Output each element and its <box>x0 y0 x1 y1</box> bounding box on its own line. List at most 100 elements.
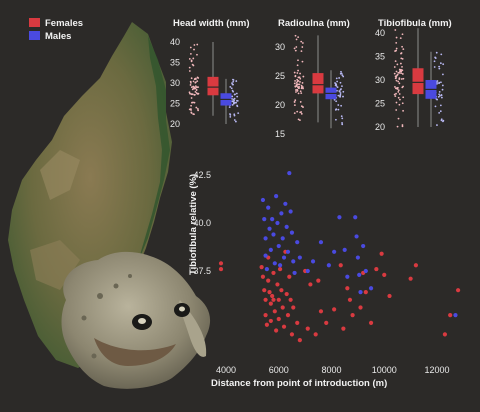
male-point <box>318 240 324 245</box>
boxplot-tibiofibula: Tibiofibula (mm) 20 25 30 35 40 <box>375 18 452 132</box>
male-point <box>292 270 297 276</box>
box-females <box>207 76 219 96</box>
female-observation <box>394 50 397 52</box>
female-observation <box>297 86 300 89</box>
female-observation <box>294 89 297 91</box>
female-point <box>262 288 267 293</box>
y-tick-label: 40 <box>170 37 180 47</box>
male-point <box>276 243 281 249</box>
female-observation <box>401 125 404 128</box>
female-observation <box>297 83 299 86</box>
female-point <box>275 282 280 287</box>
female-observation <box>297 69 299 72</box>
female-observation <box>194 81 197 84</box>
female-observation <box>401 66 403 68</box>
female-observation <box>293 71 296 74</box>
female-point <box>387 293 392 299</box>
female-point <box>308 282 313 287</box>
male-observation <box>236 95 239 98</box>
female-point <box>266 278 271 283</box>
male-observation <box>341 85 343 88</box>
female-point <box>287 274 292 279</box>
male-observation <box>438 65 441 68</box>
female-observation <box>196 43 199 46</box>
y-tick-label: 20 <box>275 100 285 110</box>
female-point <box>455 288 461 293</box>
female-observation <box>189 84 192 86</box>
male-point <box>279 211 284 216</box>
female-observation <box>394 85 396 88</box>
male-observation <box>335 77 338 80</box>
female-observation <box>300 105 303 108</box>
female-observation <box>395 70 398 73</box>
female-observation <box>294 75 297 78</box>
female-observation <box>296 80 299 83</box>
female-point <box>374 266 379 272</box>
female-observation <box>394 95 397 98</box>
female-observation <box>301 60 304 63</box>
male-point <box>363 268 368 274</box>
female-observation <box>300 84 303 87</box>
boxplot-radioulna: Radioulna (mm) 15 20 25 30 <box>275 18 350 139</box>
y-tick-label: 25 <box>275 71 285 81</box>
female-point <box>281 324 287 329</box>
female-point <box>347 297 353 302</box>
male-observation <box>439 104 442 107</box>
male-point <box>284 224 289 229</box>
female-observation <box>399 98 401 101</box>
male-point <box>332 249 337 254</box>
female-point <box>279 288 284 293</box>
female-observation <box>399 37 402 39</box>
female-observation <box>301 42 304 44</box>
male-observation <box>438 81 441 84</box>
female-observation <box>394 77 397 80</box>
male-observation <box>234 120 237 123</box>
male-observation <box>342 90 345 93</box>
male-point <box>368 286 374 291</box>
male-observation <box>333 98 336 101</box>
male-observation <box>339 88 342 91</box>
legend-label-males: Males <box>45 31 71 42</box>
female-observation <box>194 93 196 96</box>
female-observation <box>196 107 199 110</box>
female-observation <box>192 64 195 67</box>
male-point <box>288 209 293 214</box>
female-observation <box>194 91 197 93</box>
female-observation <box>395 92 397 95</box>
female-observation <box>297 92 300 95</box>
female-observation <box>401 73 404 75</box>
male-observation <box>336 80 339 83</box>
female-observation <box>190 97 193 99</box>
male-observation <box>340 115 343 118</box>
female-point <box>263 313 268 318</box>
female-observation <box>192 87 195 90</box>
female-point <box>297 338 302 343</box>
female-point <box>313 332 318 337</box>
female-observation <box>195 106 198 109</box>
female-observation <box>299 81 301 83</box>
male-point <box>310 259 316 264</box>
female-observation <box>394 60 397 63</box>
male-observation <box>336 89 338 92</box>
female-point <box>264 322 269 327</box>
male-observation <box>229 116 232 118</box>
female-observation <box>197 93 200 95</box>
male-point <box>289 230 295 235</box>
male-observation <box>441 84 444 87</box>
female-point <box>285 313 291 318</box>
female-point <box>263 297 268 302</box>
female-observation <box>393 93 396 96</box>
female-observation <box>192 85 195 88</box>
male-observation <box>436 124 438 126</box>
female-observation <box>189 46 192 49</box>
female-observation <box>401 45 403 48</box>
male-observation <box>437 95 440 98</box>
female-observation <box>196 80 199 83</box>
x-tick-label: 6000 <box>269 365 289 375</box>
male-observation <box>340 104 343 107</box>
male-observation <box>235 92 238 95</box>
female-observation <box>293 112 296 115</box>
female-point <box>316 278 321 283</box>
female-observation <box>402 96 405 99</box>
female-observation <box>196 86 198 89</box>
